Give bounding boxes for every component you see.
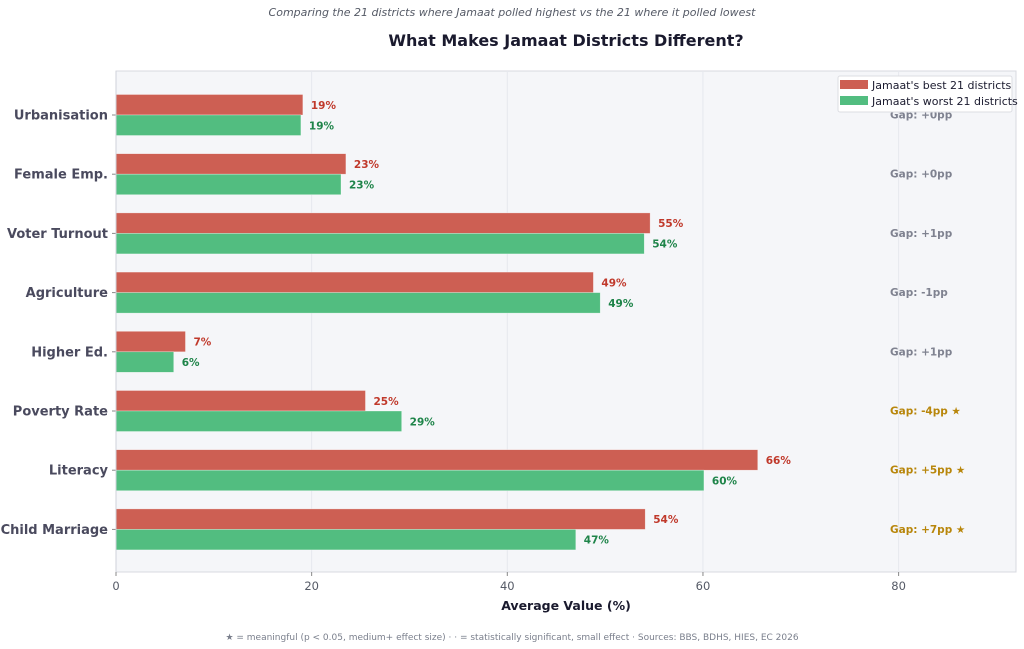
value-label-worst: 6%	[182, 357, 200, 369]
category-label: Agriculture	[26, 286, 109, 301]
value-label-best: 19%	[311, 100, 337, 112]
x-tick-label: 40	[500, 579, 515, 593]
gap-label: Gap: -4pp ★	[890, 406, 961, 418]
value-label-worst: 29%	[410, 416, 436, 428]
value-label-best: 25%	[373, 396, 399, 408]
footnote: ★ = meaningful (p < 0.05, medium+ effect…	[225, 633, 798, 643]
bar-worst	[115, 173, 342, 195]
value-label-worst: 19%	[309, 120, 335, 132]
bar-worst	[115, 469, 705, 492]
x-tick-label: 80	[891, 579, 906, 593]
bar-worst	[115, 233, 645, 255]
x-tick-label: 0	[112, 579, 119, 593]
chart-subtitle: Comparing the 21 districts where Jamaat …	[269, 6, 757, 19]
category-labels: Urbanisation Female Emp. Voter Turnout Agri…	[1, 109, 116, 538]
gap-label: Gap: +0pp	[890, 169, 953, 181]
category-label: Urbanisation	[14, 109, 108, 124]
legend-label-worst: Jamaat's worst 21 districts	[871, 95, 1018, 108]
gap-label: Gap: +1pp	[890, 346, 953, 358]
bar-best	[115, 271, 594, 293]
legend: Jamaat's best 21 districts Jamaat's wors…	[837, 75, 1018, 113]
x-axis: 0 20 40 60 80	[112, 71, 906, 593]
value-label-worst: 54%	[652, 239, 678, 251]
bar-best	[115, 212, 651, 234]
category-label: Child Marriage	[1, 523, 109, 538]
bar-worst	[115, 351, 175, 373]
gap-label: Gap: -1pp	[890, 287, 948, 299]
bar-worst	[115, 114, 302, 136]
gap-label: Gap: +1pp	[890, 228, 953, 240]
bar-best	[115, 153, 347, 175]
value-label-best: 7%	[193, 337, 211, 349]
value-label-worst: 49%	[608, 298, 634, 310]
bar-best	[115, 390, 366, 412]
category-label: Literacy	[49, 464, 109, 479]
bar-best	[115, 94, 304, 116]
value-label-best: 55%	[658, 218, 684, 230]
gap-label: Gap: +5pp ★	[890, 465, 965, 477]
x-tick-label: 20	[304, 579, 319, 593]
legend-box	[837, 75, 1013, 113]
legend-label-best: Jamaat's best 21 districts	[871, 79, 1012, 92]
value-label-best: 54%	[653, 514, 679, 526]
value-label-best: 49%	[601, 277, 627, 289]
category-label: Higher Ed.	[31, 345, 108, 360]
x-axis-label: Average Value (%)	[501, 598, 631, 613]
legend-swatch-worst	[840, 96, 868, 105]
bar-best	[115, 449, 759, 471]
value-label-best: 23%	[354, 159, 380, 171]
value-label-worst: 47%	[584, 535, 610, 547]
category-label: Voter Turnout	[7, 227, 108, 242]
value-label-worst: 23%	[349, 179, 375, 191]
category-label: Poverty Rate	[13, 405, 108, 420]
x-tick-label: 60	[696, 579, 711, 593]
chart-title: What Makes Jamaat Districts Different?	[388, 31, 743, 50]
legend-swatch-best	[840, 80, 868, 89]
value-label-best: 66%	[766, 455, 792, 467]
bar-best	[115, 330, 186, 353]
gap-label: Gap: +7pp ★	[890, 524, 965, 536]
value-label-worst: 60%	[712, 475, 738, 487]
bar-worst	[115, 529, 577, 551]
bar-best	[115, 508, 646, 530]
category-label: Female Emp.	[14, 168, 108, 183]
bar-worst	[115, 292, 601, 314]
plot-area	[115, 70, 1017, 573]
bar-worst	[115, 410, 402, 432]
